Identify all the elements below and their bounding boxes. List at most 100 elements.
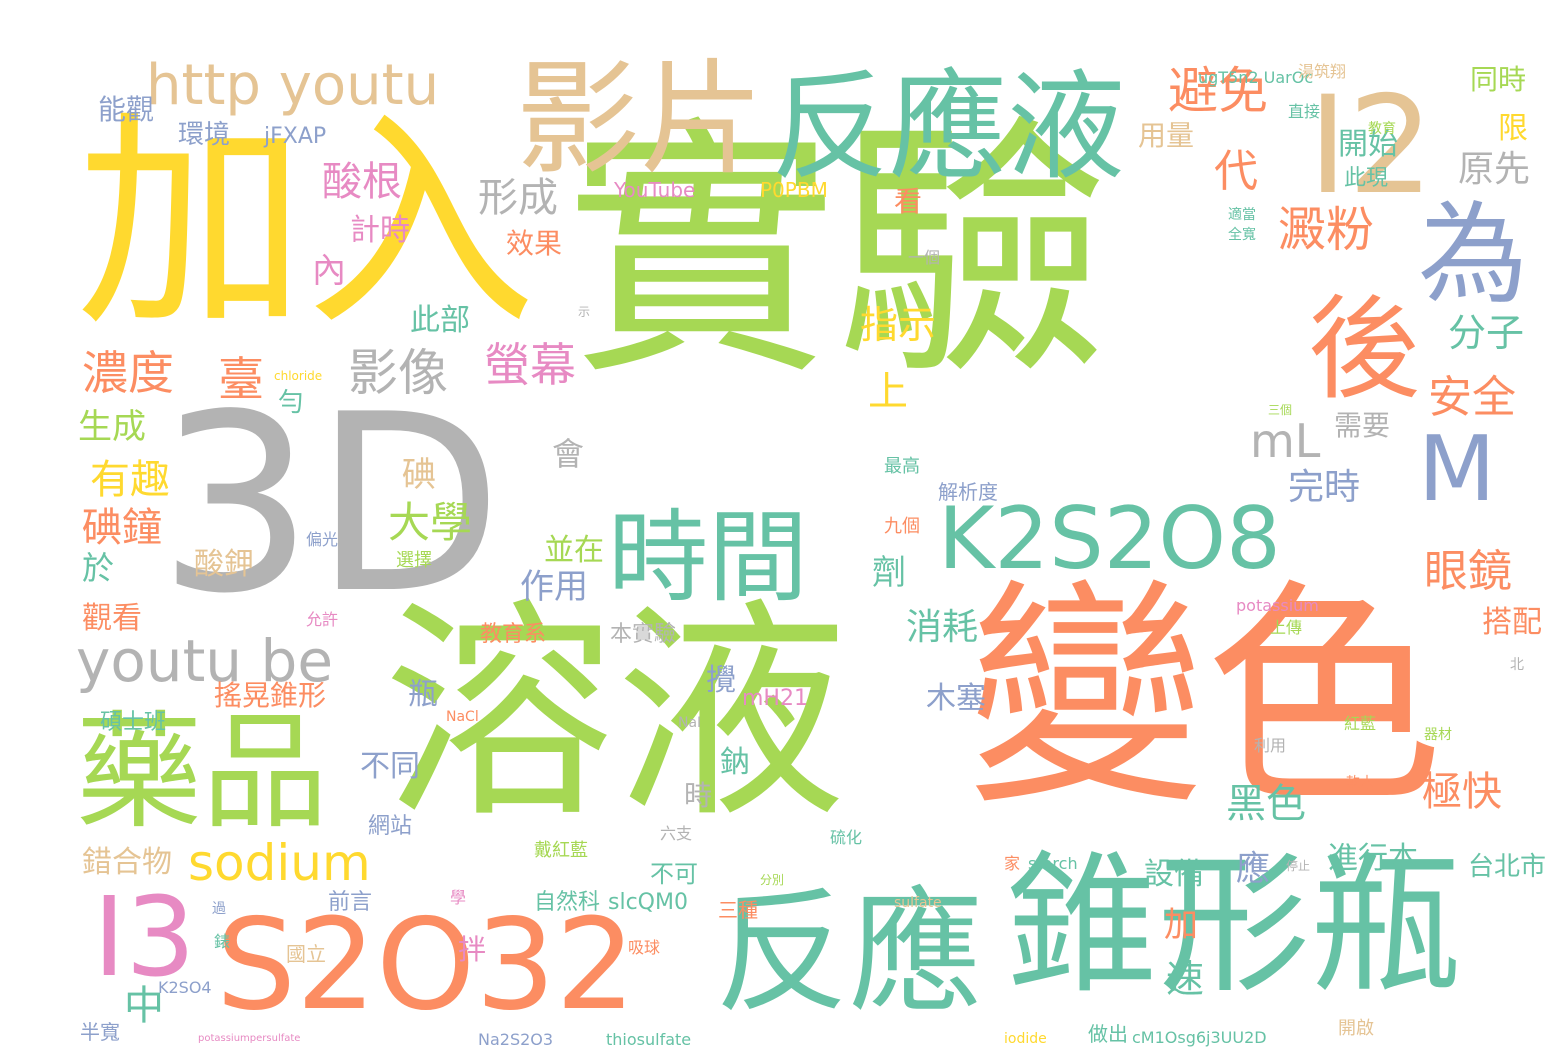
word: ugT5n2 UarOc	[1198, 68, 1314, 87]
word: 指示	[860, 303, 937, 347]
word: 上傳	[1270, 618, 1303, 637]
word: thiosulfate	[606, 1030, 692, 1049]
word: youtu be	[76, 627, 334, 695]
word: 六支	[660, 824, 693, 843]
word: 生成	[78, 407, 146, 447]
word: K2SO4	[158, 978, 212, 997]
word: 瓶	[408, 677, 438, 712]
word: 作用	[520, 567, 588, 607]
word: 效果	[506, 227, 563, 260]
word: 過	[212, 901, 226, 917]
word: 需要	[1334, 409, 1391, 442]
word: 硫化	[830, 828, 863, 847]
word: 影片	[516, 48, 765, 192]
word: 臺	[218, 352, 264, 406]
word: 時	[684, 779, 713, 812]
word: 於	[82, 549, 115, 587]
word: YouTube	[614, 178, 696, 202]
word: 此現	[1344, 166, 1389, 191]
word: 劑	[872, 553, 906, 593]
word: 允許	[306, 610, 339, 629]
word: 酸鉀	[194, 547, 254, 582]
word: potassium	[1236, 596, 1319, 615]
word: sulfate	[894, 895, 942, 911]
word: 示	[578, 305, 591, 319]
word: I3	[93, 873, 196, 1001]
word: 三種	[718, 898, 758, 922]
word: 此部	[410, 303, 470, 338]
word: 影像	[348, 344, 448, 402]
word: K2S2O8	[938, 489, 1281, 589]
word: 適當	[1228, 207, 1256, 223]
word: 一個	[908, 248, 941, 267]
word: 全寬	[1228, 227, 1256, 243]
word: 中	[124, 983, 164, 1029]
word: 學	[450, 888, 467, 907]
word: 環境	[178, 120, 231, 150]
word: 攪	[706, 663, 736, 698]
word: 網站	[368, 814, 413, 839]
word: 搖晃錐形	[214, 679, 327, 712]
word: cM1Osg6j3UU2D	[1132, 1028, 1267, 1047]
word: I2	[1308, 67, 1434, 224]
word: 觀看	[82, 601, 142, 636]
word: 分別	[760, 873, 785, 887]
word: chloride	[274, 369, 323, 383]
word: 大學	[388, 498, 473, 547]
word: S2O32	[216, 891, 636, 1038]
word: 自然科	[534, 890, 601, 915]
word: 黑色	[1226, 781, 1306, 827]
word: 湯筑翔	[1298, 62, 1347, 81]
word: 進行本	[1328, 841, 1418, 876]
word: 半寬	[80, 1020, 120, 1044]
word: 本實驗	[610, 622, 677, 647]
word: 軟木	[1346, 775, 1374, 791]
word: 錯合物	[82, 845, 172, 880]
word: 拌	[458, 933, 487, 966]
word: 錶	[214, 932, 231, 951]
word: jFXAP	[264, 124, 327, 149]
word: 前言	[328, 890, 373, 915]
word: 碘鐘	[82, 505, 162, 551]
word: 極快	[1422, 769, 1502, 815]
word: 教育	[1368, 121, 1396, 137]
word-cloud: 實驗 溶液 變色 加入 3D 反應液 影片 I2 http youtu 錐形瓶 …	[38, 30, 1546, 1048]
word: 做出	[1088, 1022, 1128, 1046]
word: 後	[1308, 285, 1420, 415]
word: 開啟	[1338, 1018, 1374, 1039]
word: 設備	[1144, 857, 1204, 892]
word: 九個	[884, 516, 920, 537]
word: potassiumpersulfate	[198, 1033, 301, 1044]
word: 加入	[76, 91, 537, 358]
word: 家	[1004, 854, 1021, 873]
word: 時間	[608, 499, 808, 616]
word: 戴紅藍	[534, 840, 588, 861]
word: 限	[1498, 111, 1528, 146]
word: 原先	[1458, 149, 1531, 190]
word: 並在	[544, 533, 604, 568]
word: 搭配	[1482, 605, 1542, 640]
word: 實驗	[565, 96, 1109, 412]
word: 速	[1166, 957, 1205, 1001]
word: 能觀	[98, 93, 155, 126]
word: 勻	[278, 388, 305, 418]
word: 器材	[1424, 727, 1452, 743]
word: 用量	[1138, 119, 1195, 152]
word: 鈉	[720, 745, 750, 780]
word: 消耗	[906, 607, 979, 648]
word: 有趣	[90, 457, 170, 503]
word: 代	[1214, 146, 1258, 197]
word: 反應	[715, 875, 984, 1031]
word: sodium	[188, 834, 371, 892]
word: 最高	[884, 456, 920, 477]
word: 形成	[478, 175, 558, 221]
word: slcQM0	[608, 890, 688, 915]
word: 藥品	[76, 699, 328, 846]
word: 內	[312, 251, 346, 291]
word: 加	[1164, 905, 1198, 945]
word: 安全	[1428, 372, 1516, 423]
word: 分子	[1448, 311, 1525, 355]
word: 台北市	[1468, 852, 1547, 882]
word: 選擇	[396, 550, 432, 571]
